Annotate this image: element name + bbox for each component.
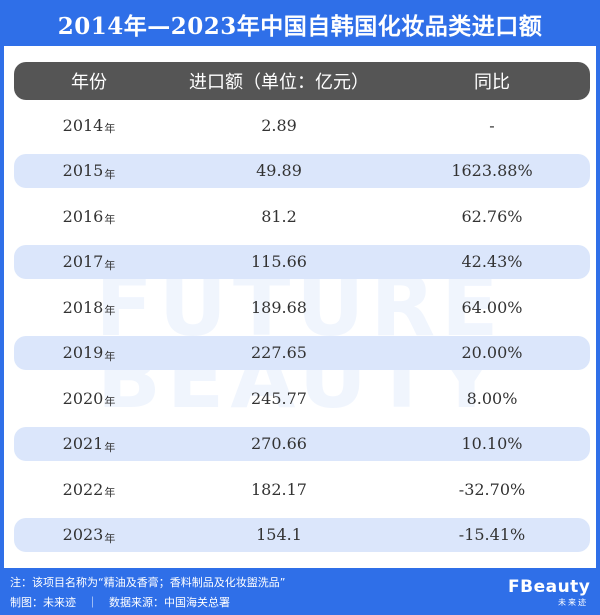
cell-year: 2019 年 [14,336,164,370]
year-number: 2016 [62,206,104,226]
year-suffix: 年 [104,258,116,272]
year-number: 2020 [62,388,104,408]
year-suffix: 年 [104,349,116,363]
year-suffix: 年 [104,167,116,181]
table-row: 2018 年 189.68 64.00% [14,290,590,324]
year-suffix: 年 [104,122,116,135]
table-row: 2016 年 81.2 62.76% [14,199,590,233]
cell-year: 2023 年 [14,518,164,552]
year-number: 2023 [62,525,104,544]
year-suffix: 年 [104,531,116,545]
year-number: 2022 [62,479,104,499]
page-title: 2014年—2023年中国自韩国化妆品类进口额 [57,13,543,40]
cell-year: 2015 年 [14,154,164,188]
cell-yoy: 20.00% [461,343,523,362]
brand-logo: FBeauty 未来迹 [508,577,591,611]
cell-year: 2014 年 [14,108,164,142]
cell-yoy: 8.00% [466,388,518,408]
data-table-card: FUTURE BEAUTY 年份 进口额（单位：亿元） 同比 2014 年 2.89… [4,46,596,568]
year-suffix: 年 [104,395,116,408]
table-row: 2014 年 2.89 - [14,108,590,142]
year-number: 2015 [62,161,104,180]
cell-year: 2017 年 [14,245,164,279]
cell-import-value: 81.2 [261,206,297,226]
cell-yoy: 10.10% [461,434,523,453]
table-row: 2017 年 115.66 42.43% [14,244,590,279]
footer: 注：该项目名称为“精油及香膏；香料制品及化妆盥洗品” 制图：未来迹 ｜ 数据来源… [10,573,480,613]
year-suffix: 年 [104,486,116,499]
cell-year: 2020 年 [14,381,164,415]
cell-import-value: 49.89 [256,161,302,180]
cell-import-value: 115.66 [251,252,307,271]
year-suffix: 年 [104,304,116,317]
footer-note: 注：该项目名称为“精油及香膏；香料制品及化妆盥洗品” [10,576,286,589]
cell-yoy: -32.70% [458,479,526,499]
year-number: 2018 [62,297,104,317]
logo-main-text: FBeauty [508,577,591,597]
table-row: 2022 年 182.17 -32.70% [14,472,590,506]
cell-import-value: 270.66 [251,434,307,453]
cell-year: 2018 年 [14,290,164,324]
cell-year: 2021 年 [14,427,164,461]
cell-year: 2022 年 [14,472,164,506]
cell-yoy: 62.76% [461,206,523,226]
year-number: 2019 [62,343,104,362]
footer-credit: 制图：未来迹 ｜ 数据来源：中国海关总署 [10,596,230,609]
table-row: 2019 年 227.65 20.00% [14,335,590,370]
cell-yoy: 64.00% [461,297,523,317]
cell-import-value: 182.17 [251,479,307,499]
year-number: 2021 [62,434,104,453]
cell-year: 2016 年 [14,199,164,233]
cell-yoy: 1623.88% [451,161,533,180]
year-suffix: 年 [104,440,116,454]
year-suffix: 年 [104,213,116,226]
cell-import-value: 189.68 [251,297,307,317]
table-row: 2015 年 49.89 1623.88% [14,153,590,188]
cell-yoy: -15.41% [458,525,526,544]
year-number: 2017 [62,252,104,271]
cell-import-value: 2.89 [261,115,297,135]
cell-import-value: 227.65 [251,343,307,362]
table-row: 2023 年 154.1 -15.41% [14,517,590,552]
cell-import-value: 245.77 [251,388,307,408]
header-yoy: 同比 [474,72,510,93]
cell-yoy: - [489,115,495,135]
year-number: 2014 [62,115,104,135]
header-year: 年份 [71,72,107,93]
table-row: 2020 年 245.77 8.00% [14,381,590,415]
cell-import-value: 154.1 [256,525,302,544]
header-import-value: 进口额（单位：亿元） [189,72,369,93]
cell-yoy: 42.43% [461,252,523,271]
table-header: 年份 进口额（单位：亿元） 同比 [14,62,590,100]
logo-sub-text: 未来迹 [558,598,588,607]
table-row: 2021 年 270.66 10.10% [14,426,590,461]
